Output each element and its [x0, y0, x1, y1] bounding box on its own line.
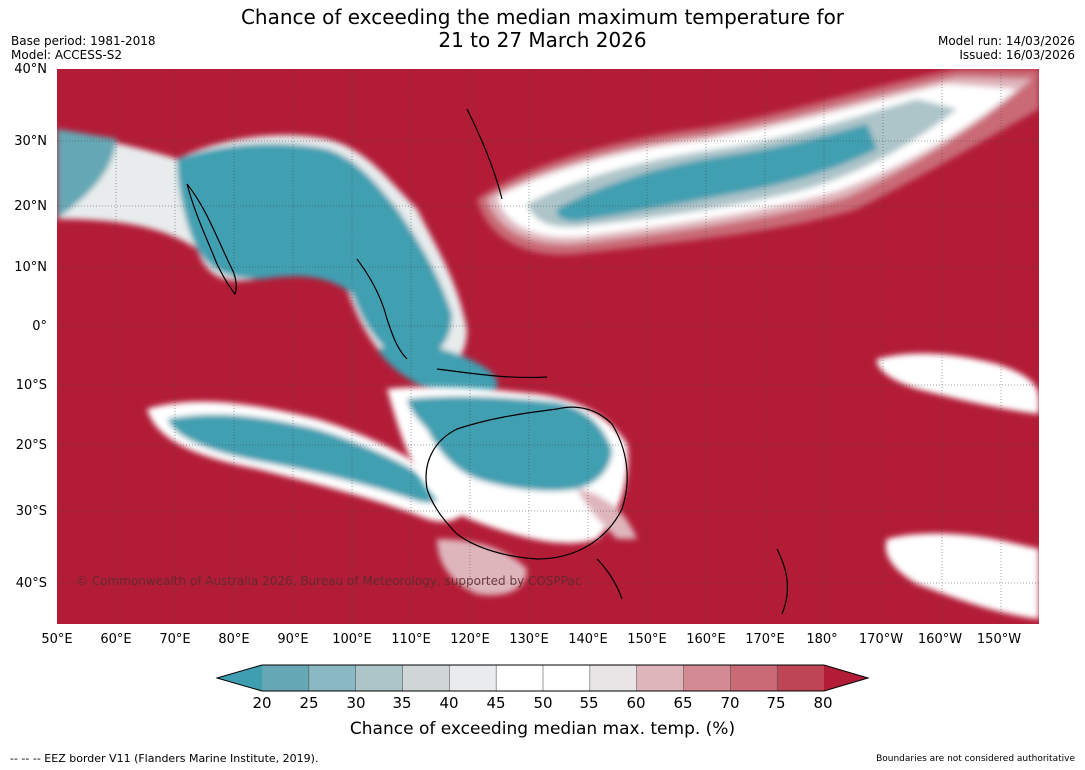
lat-label-10n: 10°N: [14, 260, 47, 275]
legend-tick-20: 20: [252, 694, 272, 712]
colorbar-segment: [589, 665, 638, 691]
lat-label-30s: 30°S: [15, 504, 47, 519]
lon-label-60e: 60°E: [100, 632, 132, 647]
coastlines: [186, 108, 788, 615]
colorbar-segment: [308, 665, 357, 691]
colorbar-segment: [543, 665, 591, 691]
model-name: Model: ACCESS-S2: [11, 48, 123, 62]
lon-label-70e: 70°E: [159, 632, 191, 647]
australia-cool-area: [387, 386, 637, 544]
south-pacific-bands: [437, 353, 1039, 619]
model-run-date: Model run: 14/03/2026: [937, 34, 1075, 48]
colorbar-segment: [355, 665, 403, 691]
issued-date: Issued: 16/03/2026: [959, 48, 1075, 62]
colorbar-segment: [496, 665, 544, 691]
lon-label-130e: 130°E: [509, 632, 549, 647]
colorbar-segment: [777, 665, 825, 691]
lon-label-140e: 140°E: [568, 632, 608, 647]
colorbar-extend-low: [217, 665, 262, 691]
lat-label-40s: 40°S: [15, 576, 47, 591]
lat-label-10s: 10°S: [15, 378, 47, 393]
lon-label-150w: 150°W: [976, 632, 1022, 647]
lon-label-170e: 170°E: [745, 632, 785, 647]
lon-label-110e: 110°E: [391, 632, 431, 647]
legend-tick-70: 70: [720, 694, 740, 712]
indian-ocean-band: [147, 401, 466, 522]
lon-label-90e: 90°E: [277, 632, 309, 647]
colorbar-outline: [216, 664, 870, 692]
lon-label-160w: 160°W: [917, 632, 963, 647]
graticule: [57, 69, 1039, 624]
lon-label-150e: 150°E: [627, 632, 667, 647]
lon-label-50e: 50°E: [41, 632, 73, 647]
map-title-line-2: 21 to 27 March 2026: [438, 28, 647, 52]
legend-tick-60: 60: [626, 694, 646, 712]
colorbar-segment: [402, 665, 450, 691]
colorbar-extend-high: [824, 665, 868, 691]
north-pacific-band: [477, 69, 1039, 255]
map-copyright: © Commonwealth of Australia 2026, Bureau…: [76, 574, 582, 588]
legend-tick-30: 30: [346, 694, 366, 712]
lat-label-30n: 30°N: [14, 134, 47, 149]
map-canvas: [57, 69, 1039, 624]
base-period: Base period: 1981-2018: [11, 34, 156, 48]
boundary-disclaimer: Boundaries are not considered authoritat…: [876, 754, 1075, 764]
lat-label-20s: 20°S: [15, 438, 47, 453]
lat-label-equator: 0°: [32, 319, 47, 334]
lon-label-170w: 170°W: [858, 632, 904, 647]
colorbar-segment: [449, 665, 497, 691]
lon-label-180: 180°: [806, 632, 838, 647]
lat-label-40n: 40°N: [14, 62, 47, 77]
legend-tick-75: 75: [766, 694, 786, 712]
legend-tick-40: 40: [439, 694, 459, 712]
legend-colorbar: [216, 664, 870, 692]
legend-tick-50: 50: [533, 694, 553, 712]
colorbar-segment: [683, 665, 731, 691]
legend-tick-80: 80: [813, 694, 833, 712]
lon-label-120e: 120°E: [450, 632, 490, 647]
eez-note: -- -- -- EEZ border V11 (Flanders Marine…: [10, 752, 319, 765]
lon-label-80e: 80°E: [218, 632, 250, 647]
lon-label-160e: 160°E: [686, 632, 726, 647]
legend-tick-65: 65: [673, 694, 693, 712]
colorbar-segment: [262, 665, 310, 691]
legend-tick-25: 25: [299, 694, 319, 712]
colorbar-segment: [730, 665, 778, 691]
lat-label-20n: 20°N: [14, 199, 47, 214]
lon-label-100e: 100°E: [332, 632, 372, 647]
colorbar-segments: [217, 665, 868, 691]
colorbar-segment: [636, 665, 684, 691]
map-title-line-1: Chance of exceeding the median maximum t…: [240, 5, 845, 29]
legend-tick-45: 45: [486, 694, 506, 712]
legend-tick-55: 55: [579, 694, 599, 712]
probability-map[interactable]: [57, 69, 1039, 624]
legend-label: Chance of exceeding median max. temp. (%…: [349, 719, 736, 739]
legend-tick-35: 35: [392, 694, 412, 712]
